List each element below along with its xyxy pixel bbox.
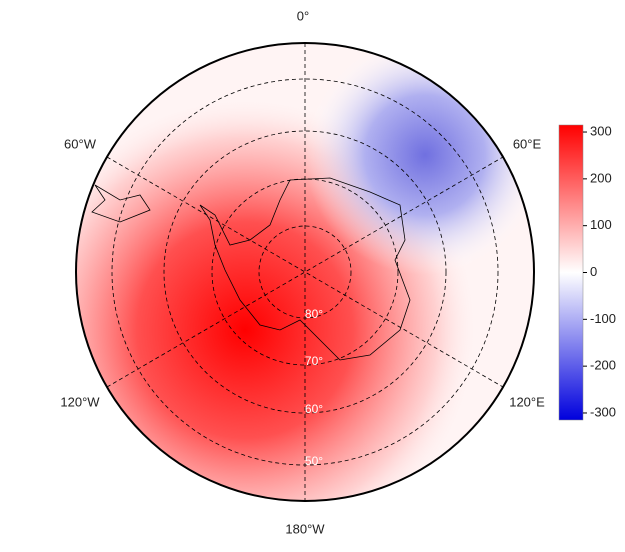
colorbar-label: 200 xyxy=(590,170,612,185)
lon-label: 60°E xyxy=(513,136,542,151)
lon-label: 120°W xyxy=(60,394,100,409)
field xyxy=(76,43,534,501)
south-america-tip xyxy=(91,184,151,223)
colorbar-label: 300 xyxy=(590,123,612,138)
colorbar-label: -200 xyxy=(590,358,616,373)
graticule xyxy=(106,43,504,501)
colorbar-label: 100 xyxy=(590,217,612,232)
antarctica xyxy=(199,177,411,361)
colorbar-label: -300 xyxy=(590,404,616,419)
lat-label: 60° xyxy=(305,402,323,416)
lat-label: 70° xyxy=(305,354,323,368)
lon-label: 0° xyxy=(297,8,309,23)
colorbar-label: 0 xyxy=(590,264,597,279)
colorbar-label: -100 xyxy=(590,311,616,326)
lon-label: 60°W xyxy=(64,136,97,151)
colorbar xyxy=(558,124,584,421)
lat-label: 50° xyxy=(305,454,323,468)
lon-label: 180°W xyxy=(285,521,325,536)
lat-label: 80° xyxy=(305,307,323,321)
map-border xyxy=(75,42,535,502)
lon-label: 120°E xyxy=(509,394,545,409)
